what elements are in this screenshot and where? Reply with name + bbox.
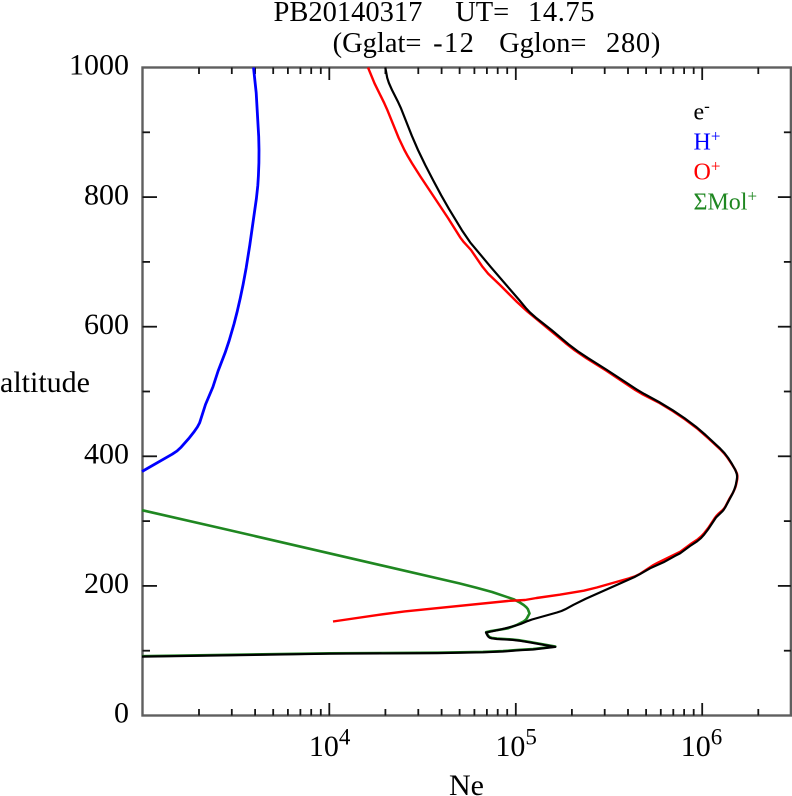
svg-text:Ne: Ne — [449, 769, 484, 796]
svg-text:1000: 1000 — [69, 49, 129, 82]
svg-text:0: 0 — [114, 697, 129, 730]
svg-text:UT=: UT= — [455, 0, 509, 28]
svg-text:800: 800 — [84, 178, 129, 211]
svg-text:400: 400 — [84, 438, 129, 471]
svg-text:ΣMol+: ΣMol+ — [694, 187, 758, 216]
svg-text:-12: -12 — [433, 28, 475, 59]
svg-text:(Gglat=: (Gglat= — [333, 28, 422, 59]
svg-text:altitude: altitude — [0, 366, 90, 399]
svg-text:280): 280) — [606, 28, 661, 59]
svg-text:Gglon=: Gglon= — [499, 28, 586, 59]
svg-text:14.75: 14.75 — [528, 0, 595, 28]
svg-text:600: 600 — [84, 308, 129, 341]
svg-text:200: 200 — [84, 567, 129, 600]
svg-text:PB20140317: PB20140317 — [274, 0, 423, 28]
